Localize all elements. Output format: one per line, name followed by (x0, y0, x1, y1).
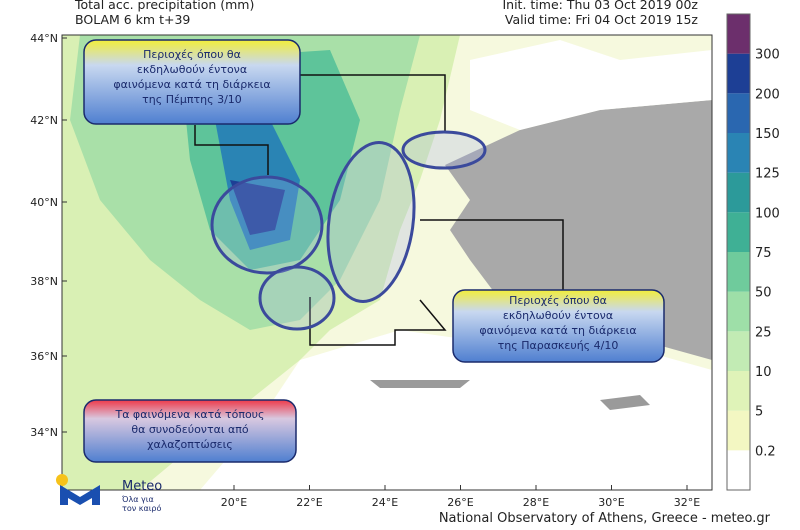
callout-box (452, 289, 665, 363)
black-sea (470, 40, 712, 130)
callout-text: Περιοχές όπου θα (143, 48, 241, 61)
colorbar-segment (727, 371, 750, 411)
callout-text: θα συνοδεύονται από (131, 423, 249, 436)
map-frame (61, 34, 713, 491)
colorbar-label: 50 (755, 286, 772, 301)
lat-label: 44°N (30, 32, 58, 45)
logo-tagline: Όλα για (121, 494, 154, 504)
colorbar-segment (727, 93, 750, 133)
lon-label: 22°E (296, 496, 322, 509)
title: Total acc. precipitation (mm) (74, 0, 254, 12)
callout-text: εκδηλωθούν έντονα (503, 309, 613, 322)
colorbar-segment (727, 53, 750, 94)
colorbar-label: 75 (755, 246, 772, 261)
mediterranean (200, 330, 712, 490)
area-ellipse (258, 265, 336, 331)
lat-label: 36°N (30, 350, 58, 363)
colorbar: 0.2 5 10 25 50 75 100 125 150 200 300 (726, 13, 780, 491)
lat-label: 42°N (30, 114, 58, 127)
callout-text: φαινόμενα κατά τη διάρκεια (479, 324, 636, 337)
cyprus (600, 395, 650, 410)
colorbar-segment (727, 212, 750, 252)
colorbar-segment (727, 172, 750, 213)
colorbar-label: 125 (755, 167, 780, 182)
lat-label: 40°N (30, 196, 58, 209)
callout-text: εκδηλωθούν έντονα (137, 63, 247, 76)
area-ellipse (210, 175, 324, 275)
lat-label: 34°N (30, 426, 58, 439)
logo-tagline: τον καιρό (122, 503, 161, 513)
callouts (83, 39, 665, 463)
crete (370, 380, 470, 388)
callout-text: της Πέμπτης 3/10 (142, 93, 242, 106)
callout-box (83, 399, 297, 463)
valid-time: Valid time: Fri 04 Oct 2019 15z (505, 12, 699, 27)
logo-mark (60, 485, 100, 505)
colorbar-label: 150 (755, 127, 780, 142)
callout-text: φαινόμενα κατά τη διάρκεια (113, 78, 270, 91)
area-ellipse (401, 130, 487, 170)
model: BOLAM 6 km t+39 (75, 12, 190, 27)
colorbar-frame (726, 13, 751, 491)
lat-label: 38°N (30, 275, 58, 288)
colorbar-label: 0.2 (755, 444, 776, 459)
colorbar-segment (727, 14, 750, 54)
colorbar-label: 300 (755, 48, 780, 63)
colorbar-segment (727, 133, 750, 173)
rain-core (230, 180, 285, 235)
callout-text: Περιοχές όπου θα (509, 294, 607, 307)
logo: Meteo Όλα για τον καιρό (56, 474, 162, 513)
logo-name: Meteo (122, 479, 162, 494)
lon-label: 30°E (598, 496, 624, 509)
lon-label: 26°E (447, 496, 473, 509)
colorbar-segment (727, 450, 750, 490)
colorbar-label: 5 (755, 405, 763, 420)
colorbar-segment (727, 291, 750, 332)
colorbar-label: 200 (755, 87, 780, 102)
callout-text: της Παρασκευής 4/10 (498, 339, 619, 352)
colorbar-segment (727, 410, 750, 451)
lon-label: 28°E (523, 496, 549, 509)
area-ellipse (326, 141, 416, 303)
lon-label: 20°E (221, 496, 247, 509)
colorbar-segment (727, 331, 750, 371)
lon-label: 32°E (674, 496, 700, 509)
map (62, 35, 712, 490)
colorbar-label: 10 (755, 365, 772, 380)
lon-label: 24°E (372, 496, 398, 509)
colorbar-label: 100 (755, 206, 780, 221)
logo-sun (56, 474, 68, 486)
colorbar-label: 25 (755, 325, 772, 340)
highlight-areas (210, 130, 487, 331)
region-outline (194, 74, 564, 346)
callout-text: Τα φαινόμενα κατά τόπους (114, 408, 264, 421)
callout-text: χαλαζοπτώσεις (147, 438, 233, 451)
footer: National Observatory of Athens, Greece -… (439, 511, 771, 526)
init-time: Init. time: Thu 03 Oct 2019 00z (502, 0, 698, 12)
colorbar-segment (727, 252, 750, 292)
callout-box (83, 39, 301, 125)
